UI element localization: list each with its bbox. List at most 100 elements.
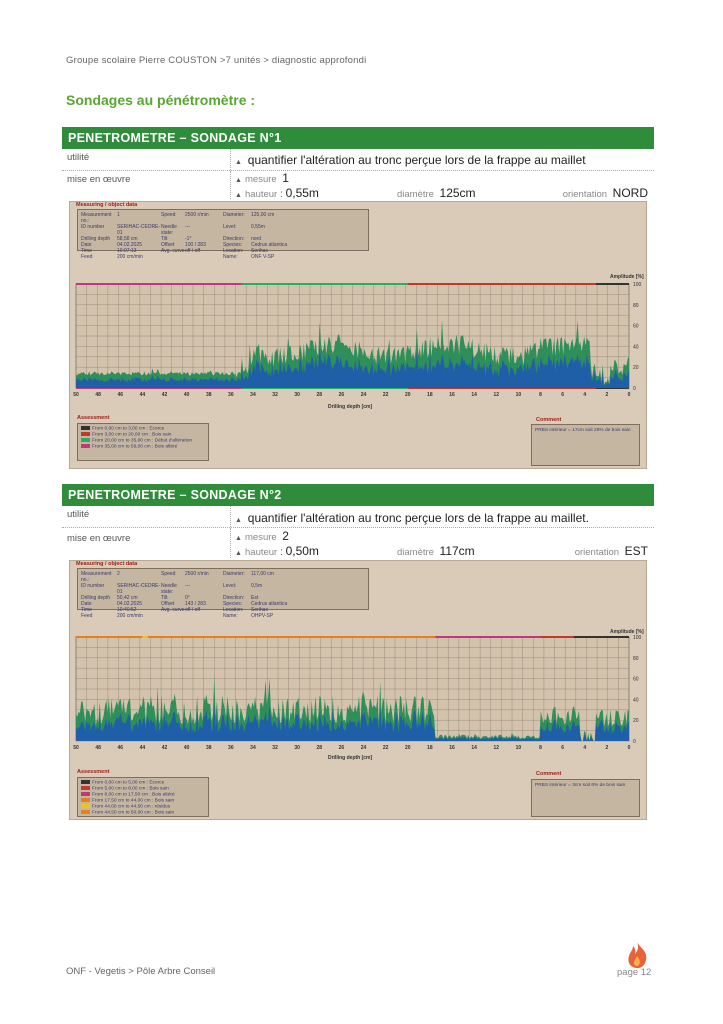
assessment-item: From 44,00 cm to 44,50 cm : résidus [81, 803, 205, 810]
meta-cell: 143 / 283 [185, 601, 206, 607]
mesure-label: mesure [245, 174, 277, 185]
meta-cell: Speed [161, 571, 176, 577]
x-tick-label: 40 [184, 745, 190, 751]
legend-swatch [81, 791, 90, 796]
assessment-item: From 44,50 cm to 50,00 cm : Bois sain [81, 809, 205, 816]
meta-cell: 04.02.2025 [117, 601, 143, 607]
assessment-text: From 17,50 cm to 44,00 cm : Bois sain [92, 798, 175, 804]
assessment-title: Assessment [77, 415, 110, 421]
x-tick-label: 22 [383, 745, 389, 751]
legend-swatch [81, 809, 90, 814]
amplitude-label: Amplitude [%] [610, 274, 644, 280]
legend-swatch [81, 797, 90, 802]
panel-tag: Measuring / object data [76, 561, 138, 567]
x-tick-label: 48 [95, 745, 101, 751]
legend-swatch [81, 431, 90, 436]
bullet-icon: ▲ [235, 177, 242, 184]
x-tick-label: 32 [272, 745, 278, 751]
x-tick-label: 16 [449, 392, 455, 398]
assessment-item: From 8,00 cm to 17,50 cm : Bois altéré [81, 791, 205, 798]
x-tick-label: 4 [583, 392, 586, 398]
breadcrumb: Groupe scolaire Pierre COUSTON >7 unités… [66, 55, 367, 66]
measuring-data-box: Measurement no.: 2 Speed 2500 r/min Diameter… [77, 568, 369, 619]
meta-cell: Drilling depth [81, 236, 111, 242]
page-number: page 12 [617, 967, 652, 978]
comment-title: Comment [536, 771, 562, 777]
meta-cell: 0,55m [251, 224, 265, 230]
x-tick-label: 44 [140, 745, 146, 751]
x-tick-label: 6 [561, 745, 564, 751]
x-tick-label: 48 [95, 392, 101, 398]
meta-cell: --- [185, 583, 190, 589]
x-tick-label: 0 [628, 745, 631, 751]
meta-cell: Cedrus atlantica [251, 601, 288, 607]
meta-cell: 10:07:13 [117, 248, 137, 254]
assessment-item: From 17,50 cm to 44,00 cm : Bois sain [81, 797, 205, 804]
x-tick-label: 8 [539, 392, 542, 398]
meta-cell: 1 [117, 212, 120, 218]
orientation-value: EST [624, 544, 648, 558]
diametre-label: diamètre [397, 189, 434, 200]
legend-swatch [81, 803, 90, 808]
x-tick-label: 10 [516, 745, 522, 751]
assessment-box: From 0,00 cm to 3,00 cm : Ecorce From 3,0… [77, 423, 209, 461]
x-tick-label: 42 [162, 392, 168, 398]
meta-cell: 0° [185, 595, 190, 601]
meta-cell: 100 / 283 [185, 242, 206, 248]
meta-cell: Location: [223, 248, 244, 254]
meta-cell: SERIHAC-CEDRE-01 [117, 583, 161, 595]
orientation-value: NORD [612, 186, 648, 200]
meta-cell: Diameter: [223, 571, 245, 577]
hauteur-label: hauteur [245, 189, 278, 200]
y-tick-label: 0 [633, 386, 636, 392]
mise-label: mise en œuvre [67, 533, 131, 544]
mesure-label: mesure [245, 532, 277, 543]
assessment-text: From 3,00 cm to 20,00 cm : Bois sain [92, 432, 172, 438]
meta-cell: 2 [117, 571, 120, 577]
x-tick-label: 40 [184, 392, 190, 398]
meta-cell: Avg. curve [161, 607, 185, 613]
meta-cell: 200 cm/min [117, 254, 143, 260]
mise-row: mise en œuvre ▲ mesure 2 ▲ hauteur : 0,50m… [62, 528, 654, 558]
x-tick-label: 0 [628, 392, 631, 398]
meta-cell: Date [81, 601, 92, 607]
y-tick-label: 0 [633, 739, 636, 745]
bullet-icon: ▲ [235, 517, 242, 524]
y-tick-label: 80 [633, 303, 639, 309]
bullet-icon: ▲ [235, 550, 242, 557]
x-tick-label: 20 [405, 745, 411, 751]
meta-cell: Measurement no.: [81, 571, 112, 583]
card-header: PENETROMETRE – SONDAGE N°1 [62, 127, 654, 149]
meta-cell: Species: [223, 242, 243, 248]
orientation-label: orientation [562, 189, 608, 200]
x-tick-label: 2 [605, 745, 608, 751]
x-tick-label: 38 [206, 745, 212, 751]
y-tick-label: 80 [633, 656, 639, 662]
x-tick-label: 8 [539, 745, 542, 751]
y-tick-label: 100 [633, 282, 642, 288]
meta-cell: Needle state: [161, 224, 177, 236]
meta-cell: 117,00 cm [251, 571, 274, 577]
orientation-label: orientation [574, 547, 620, 558]
mesure-value: 2 [282, 529, 289, 543]
meta-cell: 200 cm/min [117, 613, 143, 619]
mesure-value: 1 [282, 171, 289, 185]
y-tick-label: 40 [633, 697, 639, 703]
x-tick-label: 38 [206, 392, 212, 398]
utilite-value: quantifier l'altération au tronc perçue … [247, 153, 586, 167]
assessment-text: From 8,00 cm to 17,50 cm : Bois altéré [92, 792, 175, 798]
meta-cell: Tilt [161, 595, 168, 601]
assessment-item: From 35,00 cm to 58,00 cm : Bois altéré [81, 443, 205, 450]
x-tick-label: 12 [493, 745, 499, 751]
x-tick-label: 34 [250, 745, 256, 751]
utilite-label: utilité [67, 152, 90, 163]
meta-cell: 0,5m [251, 583, 263, 589]
hauteur-value: 0,55m [285, 186, 319, 200]
meta-cell: ID number [81, 224, 105, 230]
meta-cell: Time [81, 248, 92, 254]
meta-cell: Drilling depth [81, 595, 111, 601]
x-tick-label: 24 [361, 392, 367, 398]
assessment-item: From 20,00 cm to 35,00 cm : Début d'alté… [81, 437, 205, 444]
meta-cell: Measurement no.: [81, 212, 112, 224]
amplitude-trace-drill [76, 345, 629, 388]
